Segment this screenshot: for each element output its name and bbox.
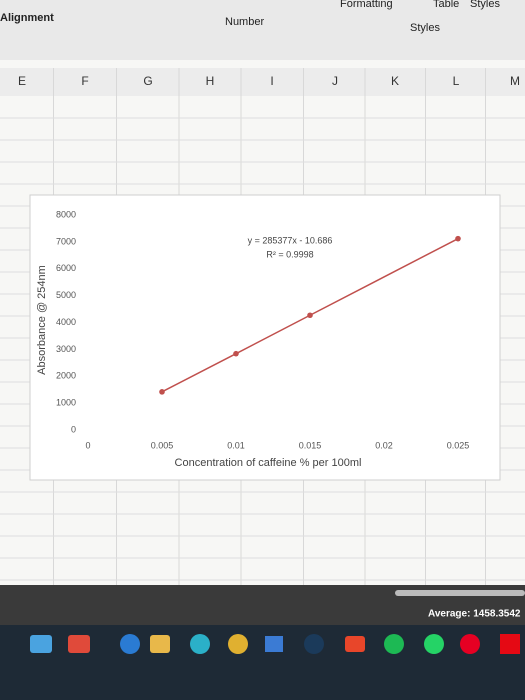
series-line (161, 237, 459, 393)
ribbon-label: Styles (470, 0, 500, 10)
trendline-r2: R² = 0.9998 (266, 249, 313, 259)
data-point (455, 235, 461, 242)
column-header: J (332, 74, 338, 88)
column-header: I (270, 74, 273, 88)
x-axis-title: Concentration of caffeine % per 100ml (175, 457, 362, 469)
y-tick-label: 2000 (56, 371, 76, 381)
y-tick-label: 6000 (56, 263, 76, 273)
ribbon-label: Styles (410, 22, 440, 34)
column-header: G (143, 74, 152, 88)
status-average: Average: 1458.3542 (428, 609, 521, 620)
y-tick-label: 3000 (56, 344, 76, 354)
taskbar-icons (30, 634, 520, 654)
y-tick-label: 8000 (56, 209, 76, 219)
x-tick-label: 0.015 (299, 440, 322, 450)
ribbon-label: Alignment (0, 12, 54, 24)
y-tick-label: 1000 (56, 398, 76, 408)
column-header: E (18, 74, 26, 88)
y-tick-label: 4000 (56, 317, 76, 327)
y-axis-title: Absorbance @ 254nm (36, 265, 48, 375)
data-point (233, 350, 239, 357)
column-header: F (81, 74, 88, 88)
trendline-equation: y = 285377x - 10.686 (248, 235, 333, 245)
x-tick-label: 0.02 (375, 440, 393, 450)
ribbon-label: Formatting (340, 0, 393, 10)
data-point (307, 312, 313, 319)
column-header: K (391, 74, 399, 88)
column-header: H (206, 74, 215, 88)
y-tick-label: 7000 (56, 236, 76, 246)
column-header-row (0, 68, 525, 96)
chart-area (29, 194, 501, 481)
x-tick-label: 0.01 (227, 440, 245, 450)
column-header: M (510, 74, 520, 88)
ribbon-label: Table (433, 0, 459, 10)
y-tick-label: 5000 (56, 290, 76, 300)
x-tick-label: 0.005 (151, 440, 174, 450)
column-header: L (453, 74, 460, 88)
ribbon (0, 0, 525, 60)
data-point (159, 389, 165, 395)
y-tick-label: 0 (71, 424, 76, 434)
scrollbar[interactable] (395, 590, 525, 596)
x-tick-label: 0 (85, 440, 90, 450)
x-tick-label: 0.025 (447, 440, 470, 450)
ribbon-label: Number (225, 16, 264, 28)
